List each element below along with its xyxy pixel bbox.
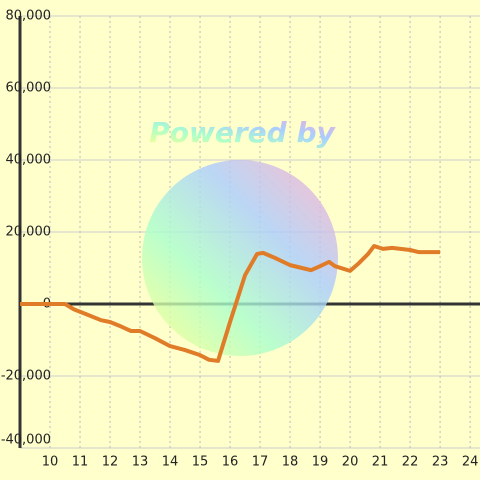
x-tick-label: 23 xyxy=(432,455,449,470)
x-tick-label: 24 xyxy=(462,455,479,470)
watermark: Powered by xyxy=(149,116,336,149)
x-tick-label: 14 xyxy=(162,455,179,470)
x-tick-label: 22 xyxy=(402,455,419,470)
watermark-logo xyxy=(142,160,338,356)
foreground: -40,000-20,000020,00040,00060,00080,0001… xyxy=(1,9,479,470)
x-tick-label: 16 xyxy=(222,455,239,470)
y-tick-label: -20,000 xyxy=(1,369,51,384)
x-tick-label: 19 xyxy=(312,455,329,470)
x-tick-label: 12 xyxy=(102,455,119,470)
x-tick-label: 15 xyxy=(192,455,209,470)
x-tick-label: 20 xyxy=(342,455,359,470)
y-tick-label: 60,000 xyxy=(6,81,52,96)
x-tick-label: 10 xyxy=(42,455,59,470)
y-tick-label: 20,000 xyxy=(6,225,52,240)
data-line xyxy=(20,244,441,363)
y-tick-label: 40,000 xyxy=(6,153,52,168)
y-tick-label: 80,000 xyxy=(6,9,52,24)
x-tick-label: 21 xyxy=(372,455,389,470)
x-tick-label: 17 xyxy=(252,455,269,470)
x-tick-label: 11 xyxy=(72,455,89,470)
x-tick-label: 18 xyxy=(282,455,299,470)
x-tick-label: 13 xyxy=(132,455,149,470)
y-tick-label: -40,000 xyxy=(1,433,51,448)
